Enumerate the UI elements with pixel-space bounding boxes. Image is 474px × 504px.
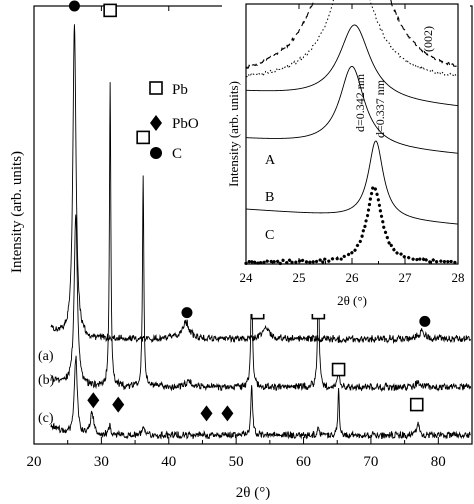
inset-chart: 24 25 26 27 28 A B C d=0.342 nm d=0.337 nm (… xyxy=(222,0,470,314)
inset-curve-label-a: A xyxy=(265,153,276,168)
main-x-tick-label: 50 xyxy=(229,454,244,470)
main-x-tick-label: 20 xyxy=(27,454,42,470)
inset-y-axis-label: Intensity (arb. units) xyxy=(226,81,241,187)
legend-c-label: C xyxy=(172,146,182,162)
main-series-line xyxy=(50,355,471,440)
legend-pb-symbol xyxy=(149,81,163,95)
main-chart: 20 30 40 50 60 70 80 (a) (b) (c) 2θ (°) Intens… xyxy=(9,0,473,501)
legend-pbo-label: PbO xyxy=(172,116,199,132)
inset-series-line xyxy=(245,0,458,69)
main-y-axis-label: Intensity (arb. units) xyxy=(9,151,25,273)
inset-series-line xyxy=(245,140,458,225)
inset-curve-label-c: C xyxy=(265,228,274,243)
annotation-d-0337: d=0.337 nm xyxy=(373,79,387,138)
inset-series-line xyxy=(245,0,458,78)
marker-pbo-diamond xyxy=(200,405,213,422)
main-x-tick-label: 70 xyxy=(363,454,378,470)
marker-pb-square xyxy=(136,130,150,145)
inset-x-tick-label: 26 xyxy=(346,270,360,285)
curve-label-b: (b) xyxy=(38,373,55,388)
inset-x-tick-label: 27 xyxy=(399,270,413,285)
marker-pb-square xyxy=(409,397,424,412)
curve-label-c: (c) xyxy=(38,411,54,426)
main-series-line xyxy=(50,82,472,393)
main-x-axis-label: 2θ (°) xyxy=(236,485,270,501)
legend: Pb PbO C xyxy=(149,81,199,162)
inset-series-line xyxy=(245,24,458,107)
marker-pb-square xyxy=(331,362,346,377)
annotation-d-0342: d=0.342 nm xyxy=(353,73,367,132)
inset-x-tick-label: 24 xyxy=(240,270,254,285)
main-x-tick-label: 60 xyxy=(296,454,311,470)
legend-pbo-symbol xyxy=(150,115,162,131)
inset-x-ticks: 24 25 26 27 28 xyxy=(240,4,465,285)
main-x-tick-label: 80 xyxy=(431,454,446,470)
inset-x-tick-label: 28 xyxy=(452,270,465,285)
main-x-tick-label: 30 xyxy=(94,454,109,470)
legend-c-symbol xyxy=(150,147,162,159)
legend-pb-label: Pb xyxy=(172,82,188,98)
marker-pbo-diamond xyxy=(221,405,234,422)
inset-x-axis-label: 2θ (°) xyxy=(337,293,367,308)
main-x-tick-label: 40 xyxy=(161,454,176,470)
main-series-group xyxy=(50,24,472,440)
inset-series-line xyxy=(245,65,458,154)
main-series-line xyxy=(50,24,471,345)
marker-c-circle xyxy=(68,0,80,12)
marker-pbo-diamond xyxy=(112,396,125,413)
inset-curve-label-b: B xyxy=(265,190,274,205)
inset-x-tick-label: 25 xyxy=(293,270,306,285)
marker-pbo-diamond xyxy=(87,392,100,409)
inset-series-group xyxy=(244,0,460,268)
curve-label-a: (a) xyxy=(38,349,54,364)
inset-series-line xyxy=(244,183,460,268)
marker-c-circle xyxy=(419,315,431,327)
marker-pb-square xyxy=(103,3,117,18)
marker-c-circle xyxy=(181,307,193,319)
annotation-002: (002) xyxy=(421,26,435,52)
main-x-ticks: 20 30 40 50 60 70 80 xyxy=(27,6,446,470)
